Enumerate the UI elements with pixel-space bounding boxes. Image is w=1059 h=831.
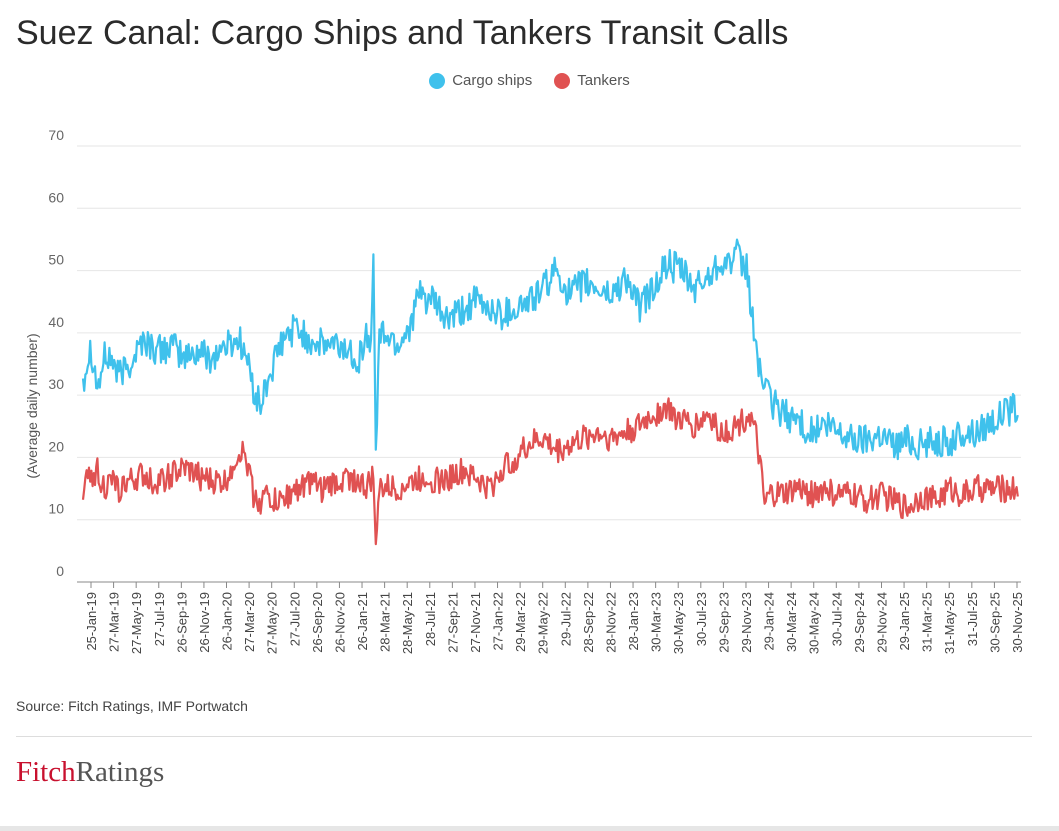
x-tick-label: 30-Jul-24 bbox=[829, 592, 844, 646]
x-tick-label: 27-Mar-20 bbox=[242, 592, 257, 652]
x-tick-label: 30-May-23 bbox=[671, 592, 686, 654]
x-tick-label: 29-Jan-25 bbox=[897, 592, 912, 651]
legend-label-tankers: Tankers bbox=[577, 72, 630, 89]
x-tick-label: 31-May-25 bbox=[942, 592, 957, 654]
x-tick-label: 28-Nov-22 bbox=[603, 592, 618, 653]
x-tick-label: 30-Mar-23 bbox=[649, 592, 664, 652]
x-tick-label: 26-Sep-19 bbox=[174, 592, 189, 653]
source-note: Source: Fitch Ratings, IMF Portwatch bbox=[16, 698, 248, 714]
legend-swatch-cargo-ships bbox=[429, 72, 446, 89]
x-tick-label: 30-Sep-25 bbox=[987, 592, 1002, 653]
x-tick-label: 28-Sep-22 bbox=[581, 592, 596, 653]
y-tick-label-60: 60 bbox=[48, 189, 64, 205]
x-tick-label: 31-Mar-25 bbox=[920, 592, 935, 652]
x-tick-label: 26-Nov-20 bbox=[332, 592, 347, 653]
x-tick-label: 29-Sep-23 bbox=[716, 592, 731, 653]
x-tick-label: 29-Jul-22 bbox=[558, 592, 573, 646]
legend: Cargo ships Tankers bbox=[0, 72, 1059, 89]
x-tick-label: 30-Nov-25 bbox=[1010, 592, 1025, 653]
brand-logo-part2: Ratings bbox=[75, 756, 165, 788]
y-axis-label: (Average daily number) bbox=[24, 333, 40, 478]
y-tick-label-70: 70 bbox=[48, 127, 64, 143]
x-tick-label: 28-May-21 bbox=[400, 592, 415, 654]
x-tick-label: 29-Nov-23 bbox=[739, 592, 754, 653]
x-tick-label: 29-Nov-24 bbox=[874, 592, 889, 653]
x-tick-label: 27-Mar-19 bbox=[107, 592, 122, 652]
x-tick-label: 27-Jan-22 bbox=[491, 592, 506, 651]
y-tick-label-30: 30 bbox=[48, 376, 64, 392]
legend-item-cargo-ships: Cargo ships bbox=[429, 72, 532, 89]
y-tick-label-10: 10 bbox=[48, 501, 64, 517]
y-tick-label-40: 40 bbox=[48, 314, 64, 330]
bottom-rule bbox=[0, 826, 1059, 831]
x-tick-label: 28-Mar-21 bbox=[378, 592, 393, 652]
x-tick-label: 29-Mar-22 bbox=[513, 592, 528, 652]
y-tick-label-20: 20 bbox=[48, 438, 64, 454]
x-tick-label: 26-Jan-20 bbox=[220, 592, 235, 651]
x-tick-label: 27-Sep-21 bbox=[445, 592, 460, 653]
x-tick-label: 27-Nov-21 bbox=[468, 592, 483, 653]
legend-label-cargo-ships: Cargo ships bbox=[452, 72, 533, 89]
line-chart: 0 10 20 30 40 50 60 70 (Average daily number) 25-… bbox=[24, 127, 1025, 654]
x-tick-label: 28-Jan-23 bbox=[626, 592, 641, 651]
x-tick-label: 26-Nov-19 bbox=[197, 592, 212, 653]
brand-logo: FitchRatings bbox=[16, 756, 164, 789]
series-line-tankers bbox=[81, 397, 1019, 546]
x-tick-label: 25-Jan-19 bbox=[84, 592, 99, 651]
y-tick-label-0: 0 bbox=[56, 563, 64, 579]
x-tick-label: 29-Sep-24 bbox=[852, 592, 867, 653]
x-tick-label: 27-May-19 bbox=[129, 592, 144, 654]
x-tick-label: 26-Sep-20 bbox=[310, 592, 325, 653]
x-tick-label: 31-Jul-25 bbox=[965, 592, 980, 646]
brand-logo-part1: Fitch bbox=[16, 756, 76, 788]
legend-item-tankers: Tankers bbox=[554, 72, 630, 89]
x-tick-label: 30-May-24 bbox=[807, 592, 822, 654]
y-tick-label-50: 50 bbox=[48, 252, 64, 268]
x-tick-label: 26-Jan-21 bbox=[355, 592, 370, 651]
series-line-cargo-ships bbox=[81, 238, 1019, 461]
x-tick-label: 27-Jul-19 bbox=[152, 592, 167, 646]
chart-title: Suez Canal: Cargo Ships and Tankers Tran… bbox=[16, 14, 789, 52]
x-tick-label: 29-May-22 bbox=[536, 592, 551, 654]
x-tick-label: 30-Mar-24 bbox=[784, 592, 799, 652]
x-tick-label: 30-Jul-23 bbox=[694, 592, 709, 646]
divider bbox=[16, 736, 1032, 737]
legend-swatch-tankers bbox=[554, 72, 571, 89]
x-tick-label: 29-Jan-24 bbox=[762, 592, 777, 651]
x-tick-label: 27-May-20 bbox=[265, 592, 280, 654]
x-tick-label: 27-Jul-20 bbox=[287, 592, 302, 646]
x-tick-label: 28-Jul-21 bbox=[423, 592, 438, 646]
